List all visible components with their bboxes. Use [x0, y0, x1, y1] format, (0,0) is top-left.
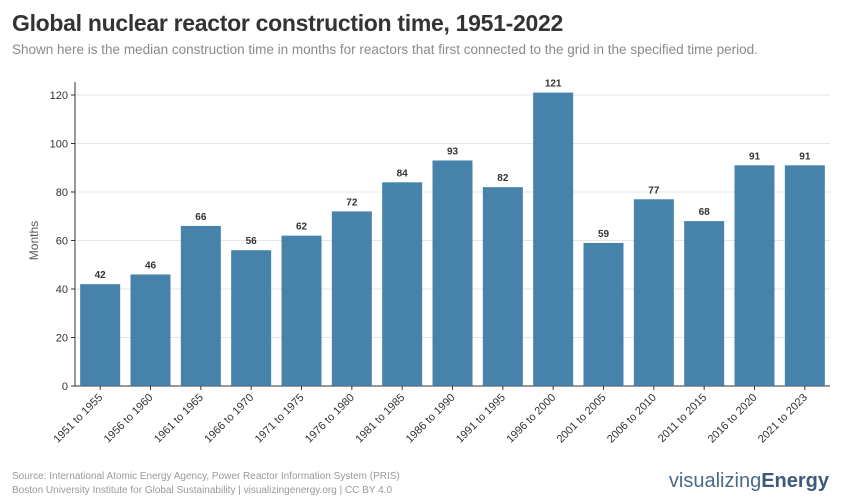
y-tick-label: 80	[56, 187, 68, 199]
bar	[231, 250, 272, 386]
bar	[331, 211, 372, 386]
data-label: 121	[545, 79, 562, 90]
logo-part-1: visualizing	[668, 470, 762, 492]
source-note: Source: International Atomic Energy Agen…	[12, 470, 400, 498]
chart-subtitle: Shown here is the median construction ti…	[12, 42, 758, 57]
bar	[784, 165, 825, 386]
data-label: 77	[648, 185, 660, 196]
x-tick-label: 1956 to 1960	[102, 392, 156, 446]
source-line-1: Source: International Atomic Energy Agen…	[12, 471, 400, 482]
data-label: 72	[346, 197, 358, 208]
x-tick-label: 2001 to 2005	[555, 392, 609, 446]
x-tick-label: 2006 to 2010	[605, 392, 659, 446]
y-tick-label: 40	[56, 284, 68, 296]
data-label: 66	[195, 212, 207, 223]
data-label: 82	[497, 173, 509, 184]
x-tick-label: 2016 to 2020	[706, 392, 760, 446]
y-tick-label: 100	[50, 139, 68, 151]
data-label: 46	[145, 260, 157, 271]
x-tick-label: 2021 to 2023	[756, 392, 810, 446]
x-tick-label: 1966 to 1970	[202, 392, 256, 446]
y-tick-label: 0	[62, 381, 68, 393]
bar	[734, 165, 775, 386]
x-tick-label: 1951 to 1955	[51, 392, 105, 446]
x-tick-label: 1961 to 1965	[152, 392, 206, 446]
data-label: 62	[296, 222, 308, 233]
data-label: 84	[397, 168, 409, 179]
logo-part-2: Energy	[761, 470, 829, 492]
x-tick-label: 1996 to 2000	[504, 392, 558, 446]
bar	[80, 284, 121, 386]
x-tick-label: 1971 to 1975	[253, 392, 307, 446]
bar	[533, 92, 574, 386]
y-tick-label: 120	[50, 90, 68, 102]
x-tick-label: 1981 to 1985	[353, 392, 407, 446]
y-axis-label: Months	[27, 221, 41, 260]
bar	[684, 221, 725, 386]
chart-title: Global nuclear reactor construction time…	[12, 10, 563, 36]
x-tick-label: 2011 to 2015	[656, 392, 709, 445]
bar	[482, 187, 523, 386]
bar	[130, 274, 171, 386]
bar	[180, 225, 221, 386]
y-tick-label: 60	[56, 236, 68, 248]
x-tick-label: 1986 to 1990	[404, 392, 458, 446]
bar	[583, 242, 624, 386]
bar	[633, 199, 674, 386]
data-label: 93	[447, 146, 459, 157]
bar	[432, 160, 473, 386]
bar	[382, 182, 423, 386]
data-label: 91	[799, 151, 811, 162]
logo: visualizingEnergy	[669, 470, 829, 493]
x-tick-label: 1976 to 1980	[303, 392, 357, 446]
source-line-2: Boston University Institute for Global S…	[12, 485, 393, 496]
y-tick-label: 20	[56, 333, 68, 345]
data-label: 68	[699, 207, 711, 218]
data-label: 59	[598, 229, 610, 240]
data-label: 56	[246, 236, 258, 247]
data-label: 42	[95, 270, 107, 281]
bar	[281, 235, 322, 386]
x-tick-label: 1991 to 1995	[454, 392, 508, 446]
data-label: 91	[749, 151, 761, 162]
bar-chart: 0 20 40 60 80 100 120 Months 42 1951 to 1955 46 195…	[27, 79, 830, 446]
